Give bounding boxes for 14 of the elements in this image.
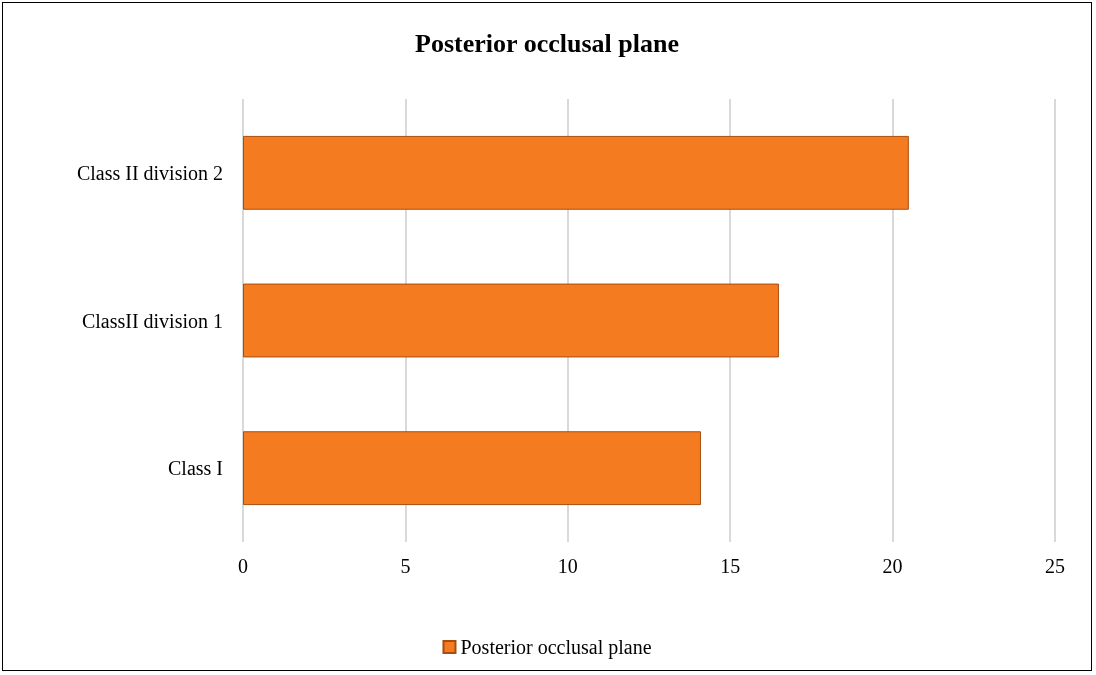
- y-tick-label: ClassII division 1: [81, 309, 223, 332]
- y-tick-label: Class II division 2: [76, 161, 223, 184]
- chart-title: Posterior occlusal plane: [415, 28, 679, 58]
- x-tick-label: 20: [882, 555, 903, 577]
- y-tick-label: Class I: [168, 457, 223, 480]
- x-tick-label: 15: [720, 555, 741, 577]
- x-tick-label: 25: [1045, 555, 1065, 577]
- bar: [243, 283, 779, 358]
- x-tick-label: 5: [400, 555, 411, 577]
- legend-label: Posterior occlusal plane: [460, 636, 652, 659]
- bar: [243, 135, 909, 210]
- bar: [243, 431, 701, 506]
- x-tick-label: 0: [238, 555, 248, 577]
- x-tick-label: 10: [557, 555, 578, 577]
